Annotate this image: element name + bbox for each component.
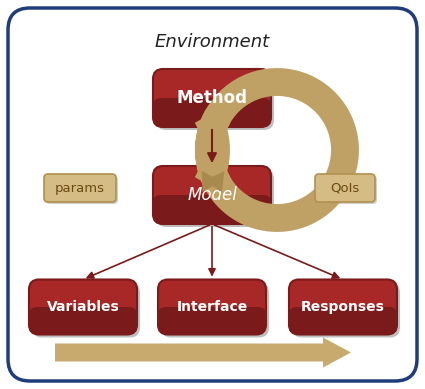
Text: QoIs: QoIs bbox=[330, 182, 360, 194]
Polygon shape bbox=[204, 171, 224, 192]
FancyBboxPatch shape bbox=[289, 307, 397, 335]
Polygon shape bbox=[202, 171, 221, 192]
Text: Environment: Environment bbox=[154, 33, 269, 51]
Text: Variables: Variables bbox=[47, 300, 119, 314]
FancyBboxPatch shape bbox=[153, 98, 271, 127]
FancyBboxPatch shape bbox=[153, 195, 271, 224]
Text: Method: Method bbox=[176, 89, 247, 107]
Text: Responses: Responses bbox=[301, 300, 385, 314]
Text: Interface: Interface bbox=[176, 300, 248, 314]
FancyBboxPatch shape bbox=[289, 280, 397, 335]
FancyBboxPatch shape bbox=[29, 280, 137, 335]
FancyBboxPatch shape bbox=[29, 307, 137, 335]
FancyBboxPatch shape bbox=[158, 280, 266, 335]
FancyBboxPatch shape bbox=[158, 307, 266, 335]
FancyBboxPatch shape bbox=[44, 174, 116, 202]
FancyBboxPatch shape bbox=[153, 166, 271, 224]
FancyBboxPatch shape bbox=[32, 282, 140, 338]
FancyBboxPatch shape bbox=[153, 69, 271, 127]
FancyBboxPatch shape bbox=[156, 169, 274, 227]
FancyBboxPatch shape bbox=[46, 176, 118, 204]
FancyArrow shape bbox=[55, 338, 351, 368]
FancyBboxPatch shape bbox=[315, 174, 375, 202]
Text: params: params bbox=[55, 182, 105, 194]
FancyBboxPatch shape bbox=[8, 8, 417, 381]
FancyBboxPatch shape bbox=[317, 176, 377, 204]
FancyBboxPatch shape bbox=[292, 282, 400, 338]
FancyBboxPatch shape bbox=[161, 282, 269, 338]
FancyBboxPatch shape bbox=[156, 72, 274, 130]
Text: Model: Model bbox=[187, 186, 237, 204]
